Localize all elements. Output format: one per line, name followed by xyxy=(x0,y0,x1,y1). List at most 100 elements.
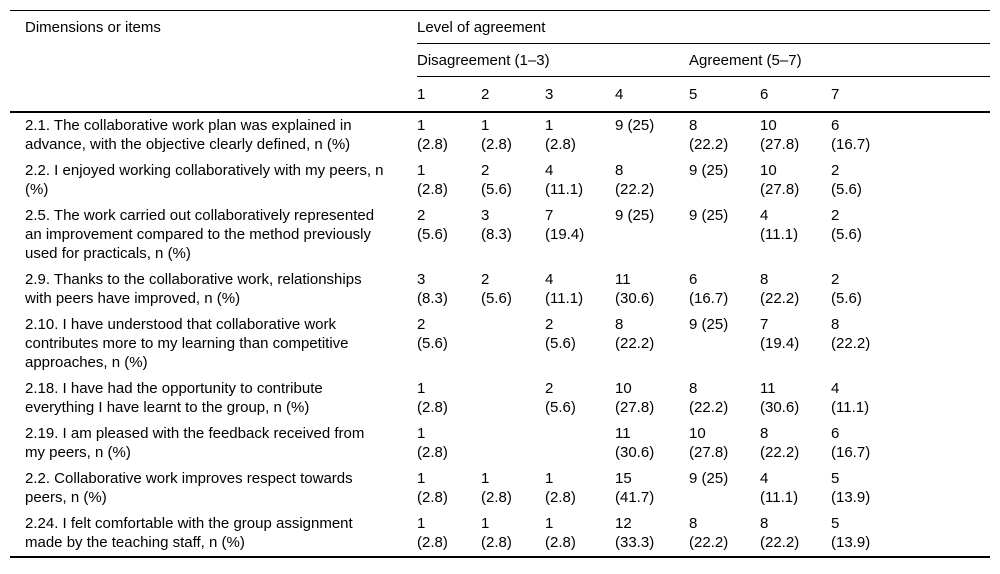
value-line: 9 (25) xyxy=(615,117,655,134)
value-line: (22.2) xyxy=(689,136,729,153)
value-cell: 3 (8.3) xyxy=(417,267,481,312)
item-label: 2.19. I am pleased with the feedback rec… xyxy=(25,425,365,461)
value-line: 1 xyxy=(417,380,426,397)
value-cell: 11 (30.6) xyxy=(615,267,689,312)
value-cell: 12 (33.3) xyxy=(615,511,689,557)
value-line: 2 xyxy=(481,271,490,288)
value-cell: 6 (16.7) xyxy=(689,267,760,312)
value-cell: 2 (5.6) xyxy=(831,203,990,267)
item-label: 2.9. Thanks to the collaborative work, r… xyxy=(25,271,362,307)
value-cell: 11 (30.6) xyxy=(760,376,831,421)
value-cell: 3 (8.3) xyxy=(481,203,545,267)
value-line: (22.2) xyxy=(760,290,800,307)
value-line: (30.6) xyxy=(760,399,800,416)
value-line: (2.8) xyxy=(417,489,448,506)
value-line: (27.8) xyxy=(760,136,800,153)
value-cell: 2 (5.6) xyxy=(417,312,481,376)
value-line: 4 xyxy=(831,380,840,397)
value-line: (2.8) xyxy=(417,399,448,416)
value-cell: 9 (25) xyxy=(689,203,760,267)
value-line: (2.8) xyxy=(481,489,512,506)
value-cell: 4 (11.1) xyxy=(760,203,831,267)
value-line: (5.6) xyxy=(481,290,512,307)
value-line: 6 xyxy=(689,271,698,288)
value-line: (8.3) xyxy=(481,226,512,243)
value-line: (11.1) xyxy=(760,489,799,506)
value-cell: 2 (5.6) xyxy=(545,312,615,376)
value-cell: 9 (25) xyxy=(689,312,760,376)
value-line: (16.7) xyxy=(831,136,871,153)
value-line: (30.6) xyxy=(615,290,655,307)
value-line: (11.1) xyxy=(831,399,870,416)
value-cell: 1 (2.8) xyxy=(545,466,615,511)
value-line: 2 xyxy=(481,162,490,179)
value-line: (11.1) xyxy=(545,181,584,198)
value-cell: 8 (22.2) xyxy=(689,376,760,421)
table-header: Dimensions or items Level of agreement D… xyxy=(10,10,991,113)
header-dimensions-or-items: Dimensions or items xyxy=(10,10,417,113)
table-body: 2.1. The collaborative work plan was exp… xyxy=(10,112,990,557)
value-cell: 1 (2.8) xyxy=(481,112,545,158)
header-agreement: Agreement (5–7) xyxy=(689,43,991,77)
value-cell: 1 (2.8) xyxy=(481,466,545,511)
subgroup-header-row: Disagreement (1–3) Agreement (5–7) xyxy=(10,43,991,77)
value-line: (5.6) xyxy=(545,335,576,352)
value-cell: 10 (27.8) xyxy=(760,158,831,203)
table-row: 2.1. The collaborative work plan was exp… xyxy=(10,112,990,158)
value-line: 1 xyxy=(481,470,490,487)
value-line: 11 xyxy=(615,271,631,288)
value-line: (2.8) xyxy=(545,534,576,551)
scale-header-3: 3 xyxy=(545,76,615,113)
value-cell: 8 (22.2) xyxy=(831,312,990,376)
value-line: 2 xyxy=(417,316,426,333)
item-label: 2.1. The collaborative work plan was exp… xyxy=(25,117,352,153)
item-label: 2.2. Collaborative work improves respect… xyxy=(25,470,353,506)
value-cell: 2 (5.6) xyxy=(417,203,481,267)
value-line: (5.6) xyxy=(417,226,448,243)
value-cell xyxy=(481,312,545,376)
value-cell: 9 (25) xyxy=(689,158,760,203)
value-line: 9 (25) xyxy=(615,207,655,224)
value-line: (2.8) xyxy=(417,444,448,461)
value-line: (2.8) xyxy=(545,136,576,153)
value-line: (8.3) xyxy=(417,290,448,307)
value-line: 8 xyxy=(689,380,698,397)
table-row: 2.18. I have had the opportunity to cont… xyxy=(10,376,990,421)
value-line: 1 xyxy=(417,425,426,442)
item-label: 2.18. I have had the opportunity to cont… xyxy=(25,380,323,416)
value-line: 3 xyxy=(481,207,490,224)
value-cell xyxy=(481,421,545,466)
value-line: (2.8) xyxy=(481,136,512,153)
value-line: (13.9) xyxy=(831,489,871,506)
value-cell: 1 (2.8) xyxy=(481,511,545,557)
value-line: 6 xyxy=(831,117,840,134)
item-label: 2.10. I have understood that collaborati… xyxy=(25,316,349,371)
group-header-row: Dimensions or items Level of agreement xyxy=(10,10,991,113)
value-cell: 6 (16.7) xyxy=(831,112,990,158)
value-line: (2.8) xyxy=(417,181,448,198)
value-line: 5 xyxy=(831,515,840,532)
value-line: 1 xyxy=(545,117,554,134)
value-line: 15 xyxy=(615,470,632,487)
value-line: 2 xyxy=(831,207,840,224)
scale-header-1: 1 xyxy=(417,76,481,113)
value-line: 8 xyxy=(689,117,698,134)
value-line: 1 xyxy=(481,515,490,532)
value-line: 10 xyxy=(760,162,777,179)
value-cell: 8 (22.2) xyxy=(760,421,831,466)
value-cell: 7 (19.4) xyxy=(545,203,615,267)
value-line: (5.6) xyxy=(831,181,862,198)
item-label: 2.24. I felt comfortable with the group … xyxy=(25,515,353,551)
value-line: 8 xyxy=(615,162,624,179)
value-line: (13.9) xyxy=(831,534,871,551)
value-cell: 1 (2.8) xyxy=(417,376,481,421)
value-cell: 4 (11.1) xyxy=(831,376,990,421)
value-line: 8 xyxy=(760,425,769,442)
value-line: (5.6) xyxy=(831,226,862,243)
table-row: 2.10. I have understood that collaborati… xyxy=(10,312,990,376)
value-line: (27.8) xyxy=(615,399,655,416)
scale-header-4: 4 xyxy=(615,76,689,113)
header-disagreement: Disagreement (1–3) xyxy=(417,43,689,77)
value-cell: 15 (41.7) xyxy=(615,466,689,511)
